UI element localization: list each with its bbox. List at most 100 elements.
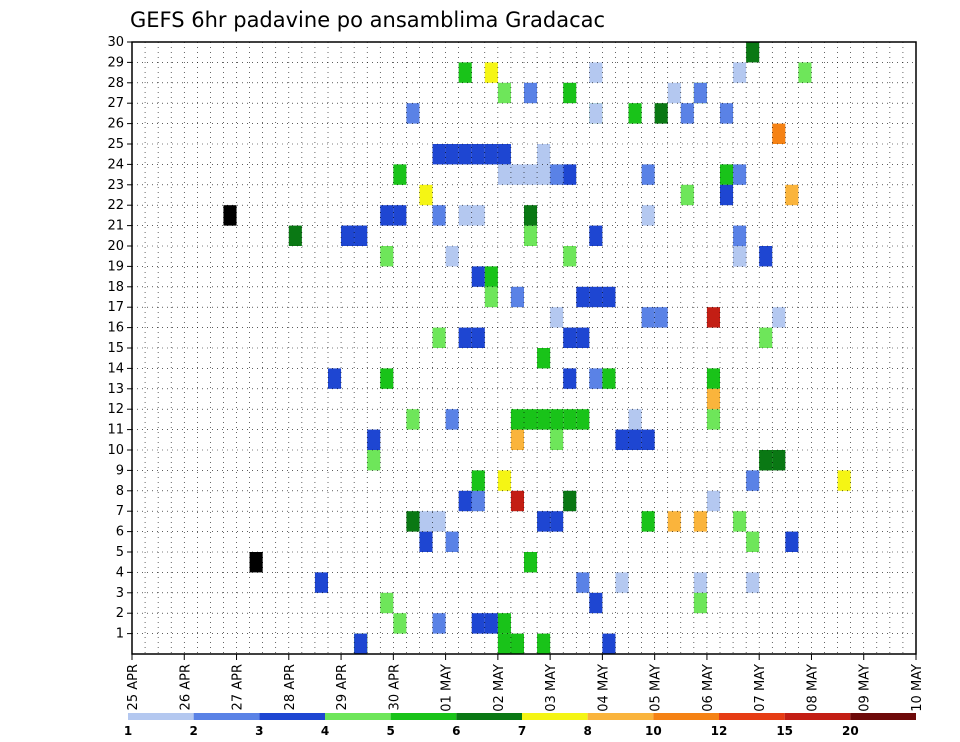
colorbar-label: 20 [842, 724, 859, 738]
precip-cell [563, 368, 577, 389]
precip-cell [706, 490, 720, 512]
colorbar-swatch [850, 713, 916, 720]
colorbar-label: 12 [711, 724, 728, 738]
precip-cell [524, 82, 538, 104]
precip-cell [798, 62, 812, 83]
y-tick-label: 26 [107, 117, 124, 132]
precip-cell [367, 450, 381, 471]
precip-cell [693, 511, 707, 532]
colorbar-swatch [390, 713, 457, 720]
x-tick-label: 02 MAY [492, 664, 507, 712]
precip-cell [341, 225, 355, 246]
precip-cell [419, 511, 433, 532]
precip-cell [445, 246, 459, 267]
precip-cell [576, 286, 590, 308]
y-tick-label: 27 [107, 96, 124, 111]
y-tick-label: 14 [107, 361, 124, 376]
y-tick-label: 21 [107, 219, 124, 234]
precip-cell [406, 511, 420, 532]
precip-cell [589, 103, 603, 124]
precip-cell [524, 225, 538, 246]
precip-cell [524, 409, 538, 430]
colorbar-swatch [456, 713, 522, 720]
precip-cell [576, 572, 590, 593]
precip-cell [432, 205, 446, 226]
precip-cell [772, 307, 786, 328]
precip-cell [641, 511, 655, 532]
precip-cell [785, 531, 799, 552]
precip-cell [445, 409, 459, 430]
precip-cell [576, 409, 590, 430]
precip-cell [641, 429, 655, 450]
precip-cell [524, 552, 538, 573]
precip-cell [563, 164, 577, 185]
precip-cell [328, 368, 342, 389]
x-tick-label: 07 MAY [753, 664, 768, 712]
y-tick-label: 19 [107, 259, 124, 274]
precip-cell [432, 613, 446, 634]
colorbar-swatch [587, 713, 654, 720]
precip-cell [537, 164, 551, 185]
precip-cell [667, 82, 681, 104]
precip-cell [759, 450, 773, 471]
precip-cell [471, 490, 485, 512]
precip-cell [497, 164, 511, 185]
precip-cell [706, 368, 720, 389]
precip-cell [537, 633, 551, 654]
precip-cell [497, 633, 511, 654]
y-tick-label: 3 [116, 586, 124, 601]
precip-cell [471, 470, 485, 491]
x-tick-label: 04 MAY [596, 664, 611, 712]
x-tick-label: 03 MAY [544, 664, 559, 712]
precip-cell [484, 62, 498, 83]
y-tick-label: 17 [107, 300, 124, 315]
precip-cell [380, 205, 394, 226]
x-axis: 25 APR 26 APR 27 APR 28 APR 29 APR 30 APR 01 M… [126, 654, 925, 712]
precip-cell [563, 490, 577, 512]
precip-cell [510, 490, 524, 512]
precip-cell [602, 286, 616, 308]
precip-cell [746, 470, 760, 491]
precip-cell [706, 388, 720, 410]
precip-cell [537, 511, 551, 532]
precip-cell [484, 144, 498, 165]
precip-cell [733, 164, 747, 185]
precip-cell [837, 470, 851, 491]
colorbar-legend: 1 2 3 4 5 6 7 8 10 12 15 20 [124, 713, 916, 738]
y-tick-label: 16 [107, 321, 124, 336]
precip-cell [497, 613, 511, 634]
y-tick-label: 4 [116, 565, 124, 580]
precip-cell [615, 572, 629, 593]
precip-cell [772, 123, 786, 144]
precip-cell [497, 470, 511, 491]
precip-cell [589, 225, 603, 246]
y-tick-label: 22 [107, 198, 124, 213]
precip-cell [510, 164, 524, 185]
x-tick-label: 29 APR [335, 664, 350, 710]
precip-cell [510, 409, 524, 430]
precip-cell [746, 531, 760, 552]
x-tick-label: 01 MAY [440, 664, 455, 712]
precip-cell [550, 409, 564, 430]
precip-cell [445, 531, 459, 552]
colorbar-label: 1 [124, 724, 132, 738]
y-tick-label: 2 [116, 606, 124, 621]
precip-cell [706, 307, 720, 328]
y-tick-label: 8 [116, 484, 124, 499]
x-tick-label: 05 MAY [649, 664, 664, 712]
colorbar-label: 6 [452, 724, 460, 738]
colorbar-label: 5 [386, 724, 394, 738]
precip-cell [641, 307, 655, 328]
precip-cell [537, 144, 551, 165]
precip-cell [380, 592, 394, 614]
x-tick-label: 30 APR [387, 664, 402, 710]
precip-cell [524, 164, 538, 185]
precip-cell [641, 164, 655, 185]
precip-cell [733, 225, 747, 246]
y-tick-label: 1 [116, 627, 124, 642]
precip-cell [772, 450, 786, 471]
precip-cell [628, 103, 642, 124]
precip-cell [497, 144, 511, 165]
precip-cell [471, 144, 485, 165]
precip-cell [550, 164, 564, 185]
